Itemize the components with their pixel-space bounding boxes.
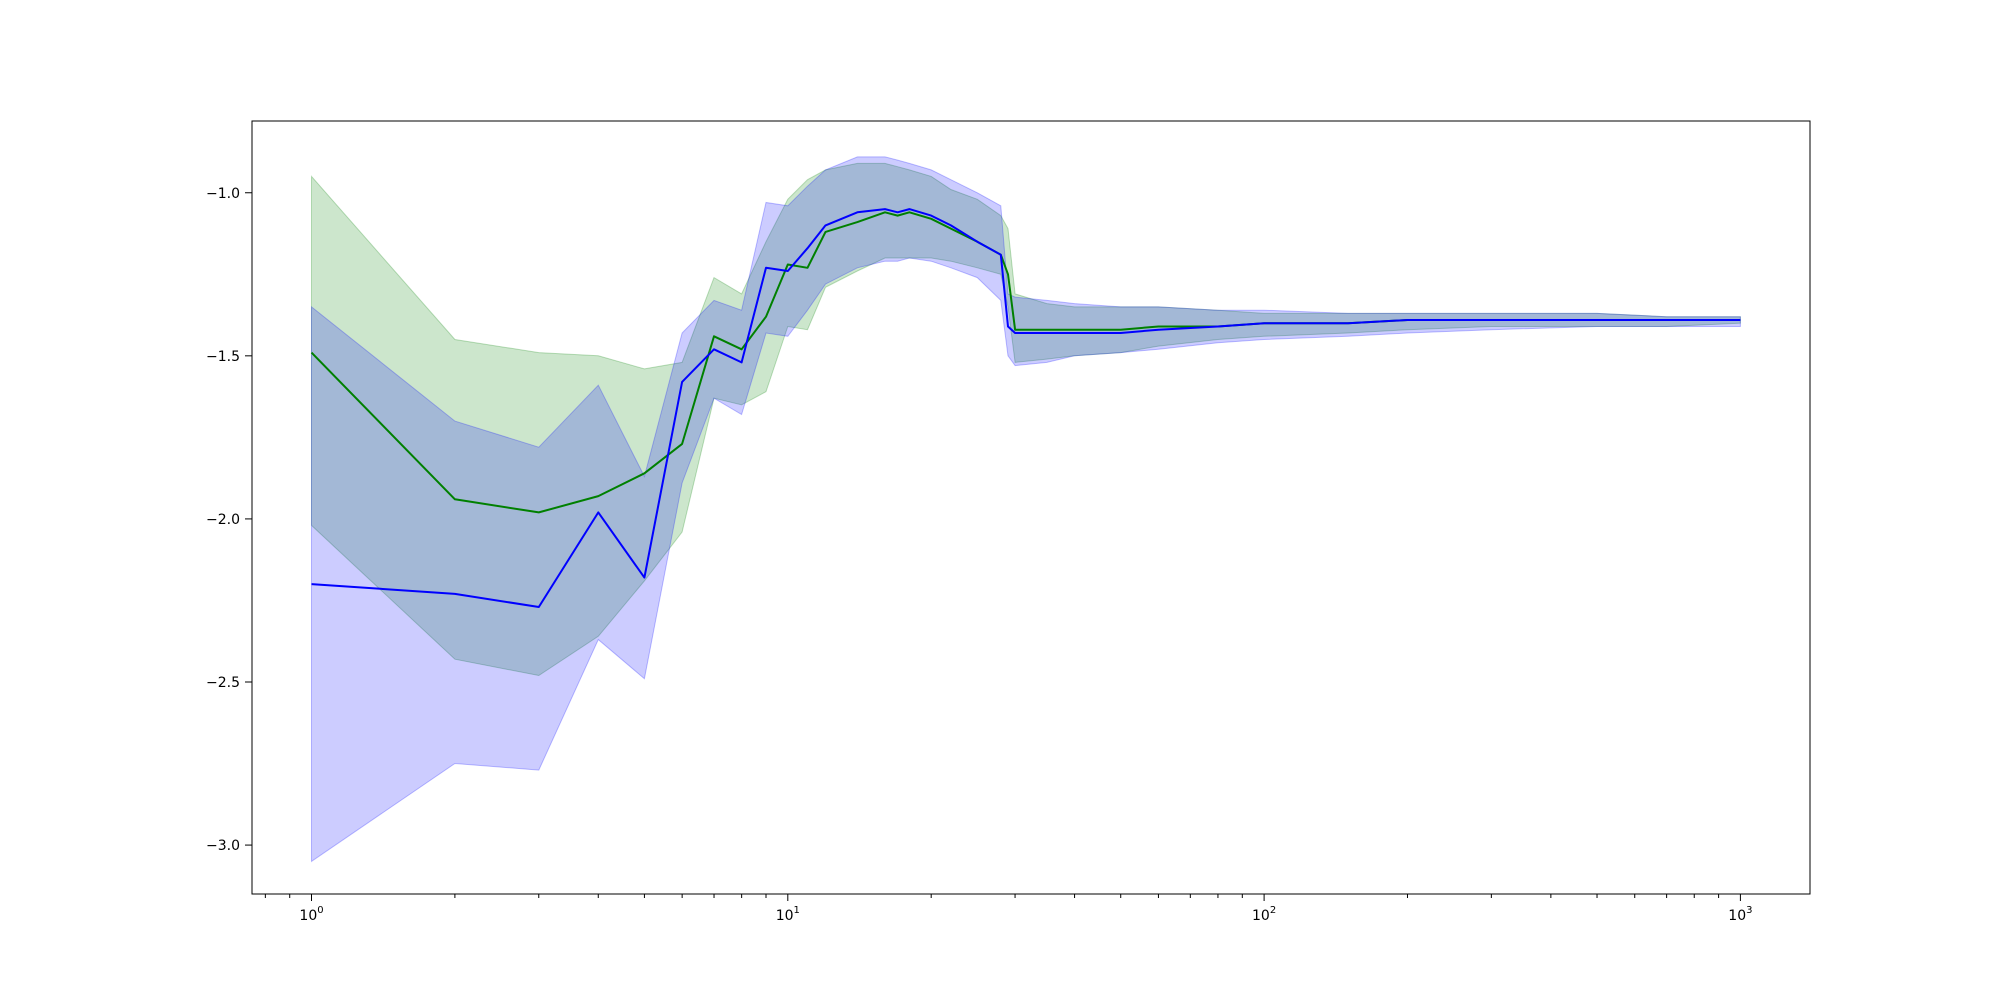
x-tick-label: 101 <box>776 905 800 924</box>
x-axis: 100 101 102 103 <box>264 894 1753 924</box>
confidence-bands <box>311 156 1741 863</box>
y-tick-label: −2.5 <box>206 675 240 691</box>
x-tick-label: 103 <box>1728 905 1752 924</box>
plot-frame <box>251 120 1811 895</box>
y-tick-label: −2.0 <box>206 512 240 528</box>
confidence-band-1 <box>311 156 1741 863</box>
y-tick-label: −1.5 <box>206 349 240 365</box>
y-tick-label: −3.0 <box>206 838 240 854</box>
y-tick-label: −1.0 <box>206 186 240 202</box>
confidence-band-0 <box>311 162 1741 677</box>
x-tick-label: 100 <box>299 905 323 924</box>
y-axis: −1.0 −1.5 −2.0 −2.5 −3.0 <box>206 186 252 854</box>
x-tick-label: 102 <box>1252 905 1276 924</box>
series-line-1 <box>311 208 1741 608</box>
series-lines <box>310 208 1741 608</box>
